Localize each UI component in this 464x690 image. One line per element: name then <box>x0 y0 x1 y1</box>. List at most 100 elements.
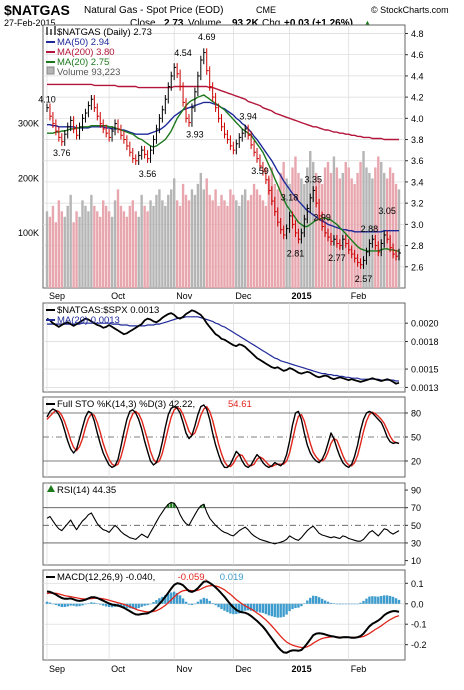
volume-bar <box>264 205 268 288</box>
sto-k-line <box>46 404 400 469</box>
volume-bar <box>155 194 158 288</box>
volume-bar <box>107 211 111 288</box>
volume-bar <box>344 161 347 288</box>
macd-histogram-bar <box>93 602 96 604</box>
rsi-axis-tick-label: 50 <box>411 521 421 531</box>
macd-histogram-bar <box>243 603 247 611</box>
price-axis-tick-label: 3.2 <box>411 199 424 209</box>
volume-bar <box>96 211 99 288</box>
rsi-legend-label: RSI(14) 44.35 <box>57 485 116 496</box>
macd-histogram-bar <box>368 596 371 604</box>
ratio-axis-tick-label: 0.0020 <box>411 319 439 329</box>
price-annotation: 2.99 <box>313 212 331 222</box>
volume-bar <box>261 200 265 288</box>
macd-histogram-bar <box>158 598 161 604</box>
date-label: 27-Feb-2015 <box>4 18 56 28</box>
price-axis-tick-label: 4.4 <box>411 71 424 81</box>
macd-histogram-bar <box>309 597 312 604</box>
price-axis-tick-label: 4.0 <box>411 114 424 124</box>
volume-bar <box>48 216 52 288</box>
macd-histogram-bar <box>90 602 93 604</box>
sto-legend-value: 54.61 <box>228 399 252 410</box>
volume-axis-label: 200K <box>18 173 39 183</box>
volume-bar <box>309 151 312 288</box>
macd-histogram-bar <box>261 603 265 613</box>
volume-bar <box>131 200 134 288</box>
macd-histogram-bar <box>87 603 90 604</box>
price-x-tick-label: Dec <box>235 291 252 301</box>
macd-histogram-bar <box>344 603 347 605</box>
macd-histogram-bar <box>270 603 274 617</box>
close-value: 2.73 <box>164 18 184 29</box>
macd-histogram-bar <box>208 600 211 604</box>
volume-bar <box>226 205 229 288</box>
macd-histogram-bar <box>273 603 276 618</box>
rsi-legend-triangle-icon <box>47 485 55 492</box>
macd-histogram-bar <box>137 603 140 609</box>
macd-histogram-bar <box>312 595 315 604</box>
macd-histogram-bar <box>60 603 63 608</box>
macd-histogram-bar <box>190 603 194 605</box>
macd-x-tick-label: Nov <box>176 664 193 674</box>
macd-x-tick-label: 2015 <box>292 664 312 674</box>
volume-bar <box>205 178 208 288</box>
price-annotation: 3.56 <box>139 169 157 179</box>
volume-bar <box>181 183 185 288</box>
sto-legend: Full STO %K(14,3) %D(3) 42.22, 54.61 <box>46 399 252 410</box>
volume-bar <box>81 200 84 288</box>
macd-histogram-bar <box>181 598 185 604</box>
rsi-axis-tick-label: 30 <box>411 538 421 548</box>
volume-bar <box>149 200 152 288</box>
macd-histogram-bar <box>81 603 84 606</box>
chg-up-arrow-icon: ▲ <box>363 18 372 28</box>
macd-histogram-bar <box>96 603 99 605</box>
volume-bar <box>306 167 309 288</box>
macd-histogram-bar <box>338 603 342 605</box>
macd-histogram-bar <box>385 595 389 604</box>
volume-bar <box>84 205 87 288</box>
macd-histogram-bar <box>241 603 244 613</box>
volume-bar <box>232 194 235 288</box>
rsi-line <box>46 501 400 545</box>
macd-histogram-bar <box>152 602 155 604</box>
macd-histogram-bar <box>264 603 268 615</box>
macd-histogram-bar <box>214 603 217 606</box>
macd-histogram-bar <box>48 602 52 604</box>
volume-bar <box>134 211 137 288</box>
price-x-tick-label: 2015 <box>292 291 312 301</box>
volume-bar <box>45 211 49 288</box>
volume-bar <box>270 167 274 288</box>
volume-bar <box>255 189 259 288</box>
copyright-text: © StockCharts.com <box>371 5 449 15</box>
volume-bar <box>161 200 164 288</box>
macd-histogram-bar <box>362 600 365 604</box>
macd-histogram-bar <box>306 600 309 604</box>
macd-histogram-bar <box>170 592 173 604</box>
volume-bar <box>69 194 72 288</box>
macd-histogram-bar <box>187 603 191 605</box>
macd-histogram-bar <box>146 603 149 606</box>
macd-axis-tick-label: 0.0 <box>411 599 424 609</box>
price-annotation: 2.77 <box>328 253 346 263</box>
macd-legend-value: 0.019 <box>220 572 244 583</box>
macd-histogram-bar <box>397 599 401 604</box>
price-legend-label: MA(200) 3.80 <box>57 47 115 58</box>
volume-bar <box>158 189 161 288</box>
macd-histogram-bar <box>84 603 87 605</box>
macd-histogram-bar <box>122 603 126 608</box>
volume-bar <box>75 211 78 288</box>
price-legend-label: MA(50) 2.94 <box>57 37 109 48</box>
macd-histogram-bar <box>167 593 170 604</box>
volume-bar <box>164 205 167 288</box>
volume-label: Volume <box>188 18 222 29</box>
macd-histogram-bar <box>193 603 197 605</box>
macd-histogram-bar <box>282 603 285 617</box>
macd-axis-tick-label: -0.1 <box>411 620 427 630</box>
macd-histogram-bar <box>300 603 303 607</box>
macd-histogram-bar <box>291 603 294 610</box>
macd-histogram-bar <box>332 603 336 604</box>
macd-histogram-bar <box>314 595 318 604</box>
price-x-tick-label: Feb <box>351 291 367 301</box>
macd-x-tick-label: Feb <box>351 664 367 674</box>
